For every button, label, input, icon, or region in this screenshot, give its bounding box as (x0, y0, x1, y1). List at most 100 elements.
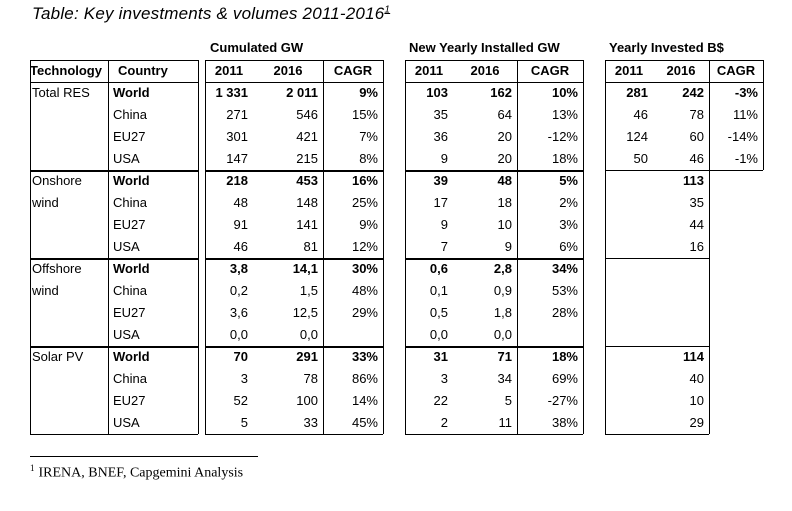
table-cell: 36 (433, 129, 448, 144)
table-cell: -14% (727, 129, 758, 144)
group-divider (405, 346, 583, 348)
table-cell: 2% (559, 195, 578, 210)
technology-label: wind (32, 283, 59, 298)
table-cell: 421 (296, 129, 318, 144)
technology-label: Total RES (32, 85, 90, 100)
group-divider (205, 258, 383, 260)
country-label: World (113, 261, 150, 276)
table-cell: 48 (497, 173, 512, 188)
block-bottom-border (605, 434, 709, 435)
group-divider (605, 346, 709, 347)
table-cell: 148 (296, 195, 318, 210)
header-inv-cagr: CAGR (716, 63, 756, 78)
table-cell: 52 (233, 393, 248, 408)
table-cell: 5 (504, 393, 512, 408)
table-cell: 18% (551, 151, 578, 166)
table-cell: 28% (551, 305, 578, 320)
table-cell: 53% (551, 283, 578, 298)
block-left-border (605, 60, 606, 434)
country-label: USA (113, 151, 140, 166)
header-divider (30, 82, 198, 83)
table-cell: 0,0 (493, 327, 512, 342)
block-right-border (583, 60, 584, 434)
table-cell: 5% (559, 173, 578, 188)
block-bottom-border (205, 434, 383, 435)
table-cell: 11 (498, 415, 513, 430)
group-divider (405, 258, 583, 260)
table-cell: 114 (683, 349, 704, 364)
group-divider (205, 346, 383, 348)
table-cell: 60 (689, 129, 704, 144)
header-cum-cagr: CAGR (333, 63, 373, 78)
table-cell: 9% (359, 217, 378, 232)
table-cell: 40 (689, 371, 704, 386)
block-divider (605, 170, 763, 171)
technology-label: Solar PV (32, 349, 84, 364)
table-cell: 103 (426, 85, 448, 100)
header-divider (205, 82, 383, 83)
table-cell: 5 (240, 415, 248, 430)
table-cell: 546 (296, 107, 318, 122)
table-cell: 3 (240, 371, 248, 386)
table-title: Table: Key investments & volumes 2011-20… (32, 4, 390, 24)
table-cell: 8% (359, 151, 378, 166)
table-cell: 69% (551, 371, 578, 386)
table-cell: 78 (303, 371, 318, 386)
table-cell: 70 (233, 349, 248, 364)
table-cell: 1,5 (299, 283, 318, 298)
table-cell: 7 (440, 239, 448, 254)
table-cell: 0,0 (299, 327, 318, 342)
table-cell: 3,8 (229, 261, 248, 276)
country-label: World (113, 85, 150, 100)
table-cell: 3,6 (229, 305, 248, 320)
table-cell: 12% (351, 239, 378, 254)
title-footnote-link[interactable]: 1 (384, 4, 391, 16)
country-label: USA (113, 239, 140, 254)
header-cum-y2011: 2011 (214, 63, 244, 78)
table-cell: 218 (226, 173, 248, 188)
table-cell: 18 (497, 195, 512, 210)
table-cell: 0,1 (429, 283, 448, 298)
table-cell: 34 (497, 371, 512, 386)
header-inst-y2011: 2011 (414, 63, 444, 78)
table-cell: 16 (689, 239, 704, 254)
table-cell: 50 (633, 151, 648, 166)
table-cell: 46 (633, 107, 648, 122)
table-cell: 71 (497, 349, 512, 364)
table-cell: 281 (626, 85, 648, 100)
table-cell: 162 (490, 85, 512, 100)
table-cell: 1,8 (493, 305, 512, 320)
table-cell: 44 (689, 217, 704, 232)
table-cell: 147 (226, 151, 248, 166)
header-country: Country (118, 63, 168, 78)
country-label: EU27 (113, 305, 146, 320)
group-divider (30, 258, 198, 260)
table-cell: 271 (226, 107, 248, 122)
group-divider (605, 258, 709, 259)
block-top-border (205, 60, 383, 61)
table-cell: 81 (303, 239, 318, 254)
header-technology: Technology (30, 63, 102, 78)
country-label: EU27 (113, 129, 146, 144)
table-cell: 1 331 (215, 85, 248, 100)
technology-label: wind (32, 195, 59, 210)
header-inv-y2016: 2016 (666, 63, 696, 78)
table-cell: 7% (359, 129, 378, 144)
table-cell: 0,0 (429, 327, 448, 342)
cagr-divider (709, 60, 710, 434)
table-cell: 35 (433, 107, 448, 122)
table-cell: 45% (351, 415, 378, 430)
table-cell: 29 (689, 415, 704, 430)
table-cell: 10% (551, 85, 578, 100)
table-cell: 301 (226, 129, 248, 144)
table-cell: 33% (351, 349, 378, 364)
table-cell: 48% (351, 283, 378, 298)
tech-country-divider (108, 60, 109, 434)
table-cell: 14,1 (292, 261, 318, 276)
cagr-divider (517, 60, 518, 434)
table-cell: 113 (683, 173, 704, 188)
footnote-text: IRENA, BNEF, Capgemini Analysis (38, 465, 244, 481)
table-cell: 64 (497, 107, 512, 122)
header-inv-y2011: 2011 (614, 63, 644, 78)
table-cell: 20 (497, 151, 512, 166)
